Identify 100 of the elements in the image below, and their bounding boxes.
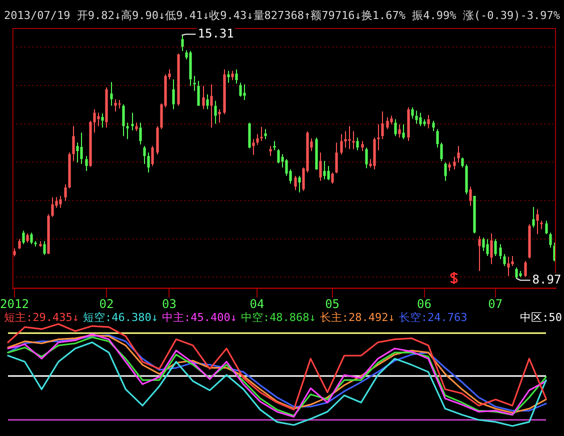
candlestick [256,134,259,146]
candlestick [110,82,113,106]
candlestick [298,175,301,193]
candlestick [143,146,146,165]
candlestick [131,112,134,131]
candlestick [427,114,430,129]
candlestick [277,148,280,164]
candlestick [356,137,359,151]
candlestick [64,184,67,202]
candlestick [13,248,16,257]
x-tick-label: 2012 [0,296,29,311]
candlestick [315,137,318,170]
candlestick [494,238,497,257]
candlestick [260,126,263,142]
candlestick [365,147,368,169]
candlestick [340,134,343,155]
candlestick [511,256,514,266]
candlestick [436,128,439,148]
candlestick [394,118,397,137]
x-tick-label: 04 [250,296,264,311]
candlestick [76,142,79,164]
candlestick [39,240,42,248]
candlestick [486,238,489,257]
x-tick-label: 02 [99,296,114,311]
candlestick [507,256,510,276]
candlestick [273,140,276,151]
candlestick [26,232,29,244]
candlestick [528,224,531,259]
candlestick [515,267,518,279]
candlestick [423,118,426,127]
candlestick [243,84,246,101]
candlestick [172,78,175,110]
candlestick [398,124,401,138]
candlestick [532,206,535,228]
candlestick [352,130,355,150]
candlestick [377,124,380,151]
candlestick [386,116,389,130]
candlestick [72,126,75,162]
candlestick [294,175,297,191]
candlestick [197,80,200,106]
candlestick [202,85,205,110]
candlestick [407,106,410,142]
x-tick-label: 07 [488,296,503,311]
candlestick [85,156,88,172]
candlestick [101,112,104,128]
candlestick [126,122,129,140]
annotation: 15.31 [198,26,234,40]
candlestick [490,232,493,265]
candlestick [59,195,62,208]
candlestick [223,68,226,115]
x-tick-label: 03 [162,296,176,311]
candlestick [177,53,180,106]
candlestick [135,122,138,132]
candlestick [181,34,184,52]
candlestick [156,126,159,155]
text: 2013/07/19 开9.82↓高9.90↓低9.41↓收9.43↓量827368↑额79716↓换1.67% 振4.99% 涨(-0.39)-3.97% [4,8,560,22]
candlestick [231,70,234,81]
x-tick-label: 05 [325,296,340,311]
candlestick [457,146,460,164]
candlestick [465,164,468,195]
candlestick [264,128,267,140]
candlestick [139,122,142,146]
text: 中区:50 [520,310,562,324]
candlestick [440,142,443,162]
candlestick [210,84,213,128]
candlestick [51,196,54,218]
candlestick [30,232,33,245]
candlestick [319,152,322,182]
annotation: 8.97 [532,272,562,286]
candlestick [80,132,83,165]
candlestick [47,214,50,254]
candlestick [361,140,364,152]
candlestick [43,240,46,256]
candlestick [344,130,347,148]
candlestick [348,126,351,150]
candlestick [206,94,209,110]
candlestick [536,208,539,235]
candlestick [269,146,272,156]
candlestick [34,240,37,247]
candlestick [478,236,481,272]
candlestick [444,162,447,182]
candlestick [415,110,418,124]
candlestick [373,137,376,170]
candlestick [118,100,121,109]
candlestick [105,86,108,128]
candlestick [503,254,506,266]
candlestick [252,138,255,156]
candlestick [402,124,405,140]
candlestick [235,68,238,84]
candlestick [189,50,192,86]
candlestick [22,230,25,245]
candlestick [122,104,125,137]
x-tick-label: 06 [417,296,432,311]
candlestick [549,232,552,248]
candlestick [419,112,422,127]
candlestick [97,112,100,127]
candlestick [327,165,330,181]
candlestick [381,111,384,140]
candlestick [151,146,154,166]
candlestick [453,156,456,170]
